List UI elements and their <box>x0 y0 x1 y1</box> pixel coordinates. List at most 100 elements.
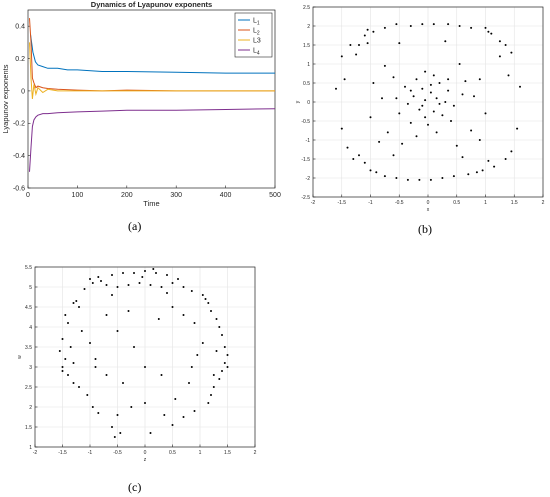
x-axis-label: z <box>144 457 147 463</box>
x-tick-label-7: 1.5 <box>511 200 518 206</box>
y-tick-label-0: 1 <box>29 445 32 451</box>
scatter-point-68 <box>406 178 409 181</box>
scatter-point-42 <box>207 402 210 404</box>
legend-label-2: L3 <box>253 38 261 45</box>
scatter-point-34 <box>221 334 223 336</box>
legend-subscript-3: 4 <box>257 51 260 57</box>
y-tick-label-4: 0.2 <box>15 56 25 63</box>
y-tick-label-3: 0 <box>21 88 25 95</box>
scatter-point-47 <box>116 414 119 416</box>
scatter-point-71 <box>174 398 177 400</box>
y-tick-label-5: 0 <box>307 100 310 106</box>
x-tick-label-2: -1 <box>368 200 373 206</box>
y-tick-label-3: -1 <box>306 138 311 144</box>
scatter-point-18 <box>83 288 86 290</box>
scatter-point-14 <box>160 286 163 288</box>
scatter-point-35 <box>412 95 415 98</box>
x-tick-label-0: -2 <box>311 200 316 206</box>
scatter-point-73 <box>188 382 190 384</box>
xy-scatter-chart: -2 -1.5 -1 -0.5 0 0.5 1 1.5 2-2.5-2-1.5-1-0.500.… <box>295 5 545 213</box>
scatter-point-66 <box>467 173 470 176</box>
scatter-point-9 <box>105 284 108 286</box>
scatter-point-54 <box>193 410 196 412</box>
scatter-point-52 <box>171 424 174 426</box>
y-tick-label-1: -2 <box>306 176 311 182</box>
x-tick-label-3: -0.5 <box>113 450 122 456</box>
scatter-point-18 <box>444 40 447 43</box>
y-tick-label-10: 2.5 <box>303 5 310 11</box>
scatter-point-4 <box>447 23 450 26</box>
y-tick-label-4: -0.5 <box>301 119 310 125</box>
y-tick-label-7: 4.5 <box>25 305 32 311</box>
scatter-point-6 <box>155 272 157 274</box>
caption-a: (a) <box>128 219 142 233</box>
scatter-point-29 <box>58 350 61 352</box>
y-axis-label: y <box>295 100 301 103</box>
scatter-point-47 <box>409 121 412 124</box>
x-tick-label-7: 1.5 <box>224 450 231 456</box>
scatter-point-90 <box>166 292 168 294</box>
series-line-2 <box>29 42 275 100</box>
scatter-point-27 <box>218 326 221 328</box>
scatter-point-84 <box>144 402 146 404</box>
scatter-point-37 <box>424 99 427 102</box>
y-tick-label-2: -0.2 <box>13 121 25 128</box>
y-tick-label-9: 2 <box>307 24 310 30</box>
scatter-point-44 <box>441 114 444 117</box>
scatter-point-45 <box>91 406 94 408</box>
x-tick-label-8: 2 <box>254 450 257 456</box>
scatter-point-20 <box>78 306 80 308</box>
scatter-point-92 <box>409 89 412 92</box>
scatter-point-76 <box>392 154 395 157</box>
scatter-point-58 <box>201 342 204 344</box>
scatter-point-89 <box>111 294 113 296</box>
scatter-point-15 <box>171 282 174 284</box>
scatter-point-16 <box>182 286 185 288</box>
scatter-point-87 <box>455 144 458 147</box>
scatter-point-13 <box>149 284 152 286</box>
x-tick-label-0: 0 <box>26 192 30 199</box>
scatter-point-28 <box>61 338 64 340</box>
scatter-point-19 <box>498 40 501 43</box>
scatter-point-2 <box>421 23 424 26</box>
scatter-point-60 <box>493 165 496 168</box>
scatter-point-72 <box>452 175 455 178</box>
x-tick-label-2: 200 <box>121 192 133 199</box>
x-tick-label-4: 400 <box>220 192 232 199</box>
scatter-point-91 <box>72 362 75 364</box>
x-tick-label-4: 0 <box>144 450 147 456</box>
scatter-point-34 <box>429 91 432 94</box>
scatter-point-23 <box>383 64 386 67</box>
scatter-point-24 <box>207 302 210 304</box>
scatter-point-3 <box>432 23 435 26</box>
scatter-point-13 <box>490 32 493 35</box>
scatter-point-19 <box>72 302 75 304</box>
scatter-point-31 <box>61 366 64 368</box>
scatter-point-17 <box>190 290 193 292</box>
scatter-point-79 <box>141 276 144 278</box>
scatter-point-83 <box>478 78 481 81</box>
scatter-point-36 <box>226 354 229 356</box>
scatter-point-73 <box>487 159 490 162</box>
caption-c: (c) <box>128 480 142 494</box>
y-axis-label: w <box>17 355 23 359</box>
scatter-point-3 <box>122 272 124 274</box>
y-axis-label: Lyapunov exponents <box>1 64 10 133</box>
scatter-point-55 <box>80 330 83 332</box>
scatter-point-88 <box>193 322 196 324</box>
scatter-point-33 <box>421 87 424 90</box>
y-tick-label-8: 5 <box>29 285 32 291</box>
y-tick-label-9: 5.5 <box>25 265 32 271</box>
scatter-point-28 <box>432 74 435 77</box>
scatter-point-55 <box>346 146 349 149</box>
scatter-point-63 <box>127 310 130 312</box>
y-tick-label-8: 1.5 <box>303 43 310 49</box>
scatter-point-66 <box>182 314 185 316</box>
scatter-point-48 <box>427 123 429 126</box>
scatter-point-50 <box>119 432 122 434</box>
y-tick-label-3: 2.5 <box>25 385 32 391</box>
scatter-point-44 <box>86 394 89 396</box>
zw-scatter-chart: -2 -1.5 -1 -0.5 0 0.5 1 1.5 2 1 1.5 2 2.5 3 3.5 4 4.5 5 5.… <box>17 265 257 463</box>
scatter-point-16 <box>366 42 369 45</box>
legend-subscript-0: 1 <box>257 21 260 27</box>
